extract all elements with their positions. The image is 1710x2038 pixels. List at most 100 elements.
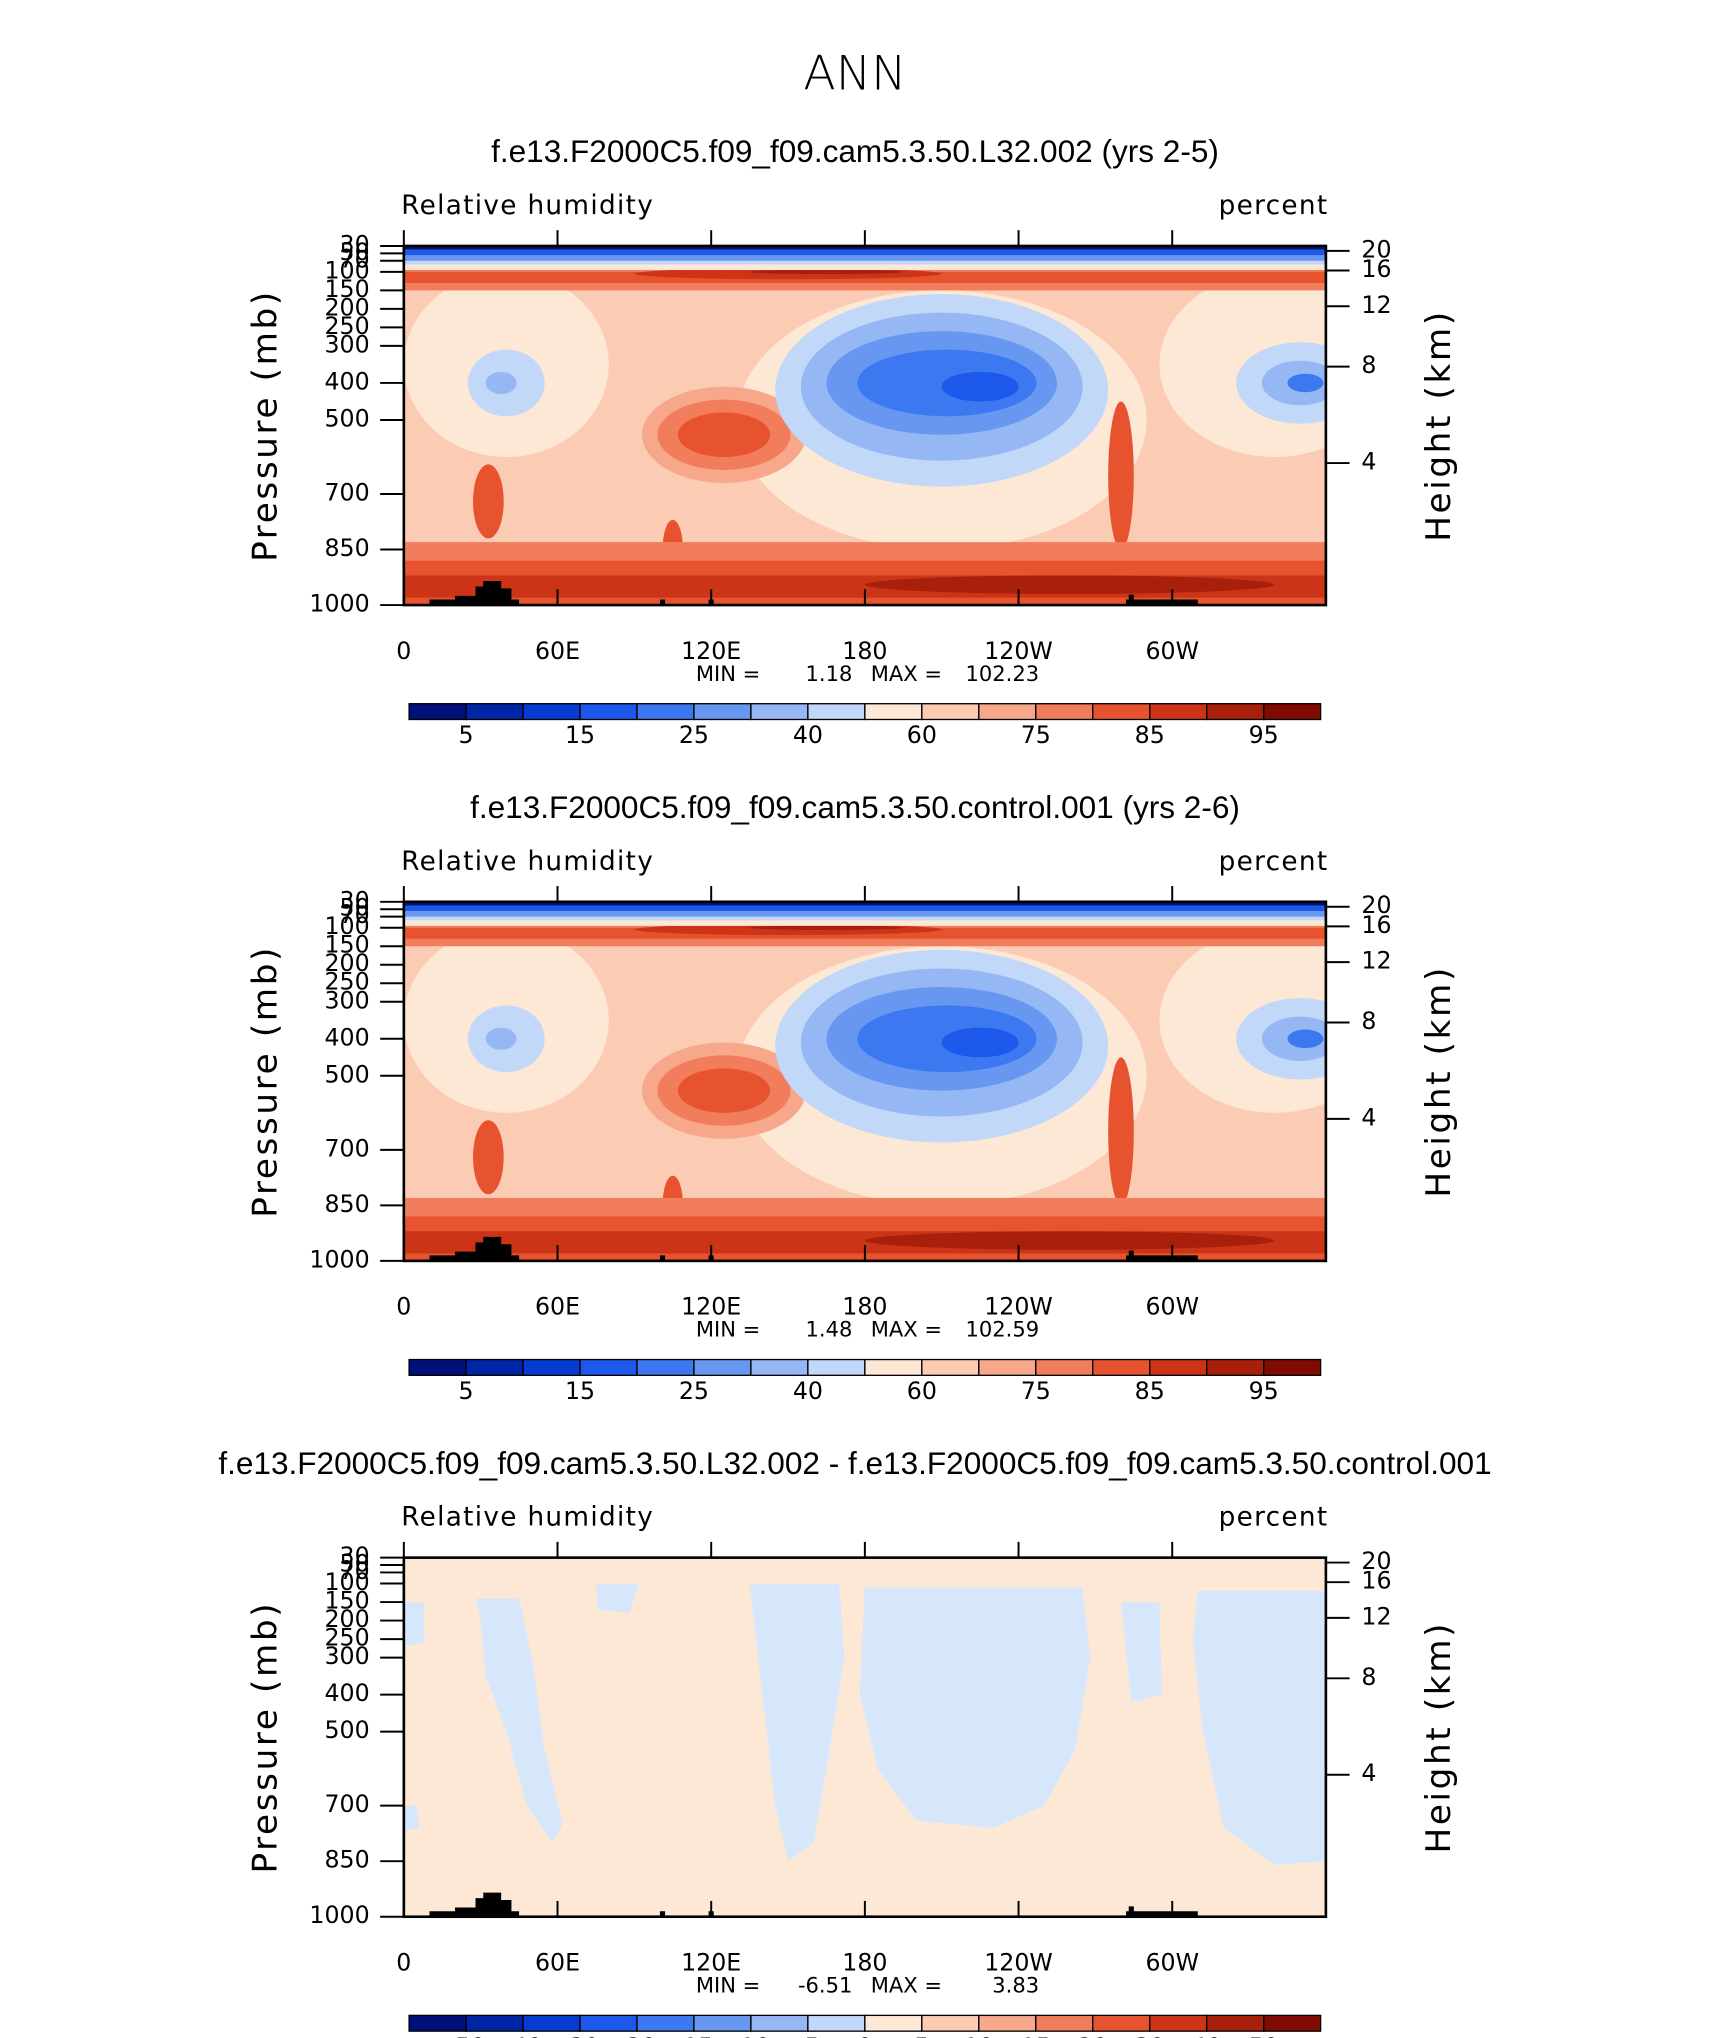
colorbar-box [1206, 1358, 1265, 1376]
min-label: MIN = [696, 1317, 760, 1342]
contour-region [475, 1598, 563, 1843]
panel-title: f.e13.F2000C5.f09_f09.cam5.3.50.control.… [470, 789, 1240, 825]
y2-tick-label: 20 [1361, 891, 1391, 919]
colorbar-box [579, 2014, 638, 2032]
colorbar-label: -20 [618, 2033, 657, 2038]
colorbar-box [1092, 703, 1151, 721]
colorbar-box [750, 703, 809, 721]
x-tick-label: 60E [535, 1949, 580, 1977]
y2-axis-label: Height (km) [1419, 1621, 1459, 1854]
colorbar-box [1206, 2014, 1265, 2032]
contour-region [1287, 1029, 1324, 1049]
x-tick-label: 120E [681, 637, 741, 665]
y2-axis-label: Height (km) [1419, 965, 1459, 1198]
max-label: MAX = [871, 661, 942, 686]
contour-region [1287, 373, 1324, 393]
contour-region [472, 464, 504, 539]
colorbar-box [522, 1358, 581, 1376]
y-tick-label: 400 [324, 1023, 369, 1051]
y-tick-label: 400 [324, 367, 369, 395]
panel-title: f.e13.F2000C5.f09_f09.cam5.3.50.L32.002 … [218, 1445, 1491, 1481]
max-label: MAX = [871, 1972, 942, 1997]
colorbar-box [750, 2014, 809, 2032]
contour-region [749, 269, 904, 275]
colorbar-label: 10 [964, 2033, 994, 2038]
colorbar-label: 15 [565, 721, 595, 749]
x-tick-label: 120W [984, 1293, 1053, 1321]
colorbar-box [579, 703, 638, 721]
colorbar-box [465, 703, 524, 721]
colorbar-label: 75 [1021, 721, 1051, 749]
colorbar-box [1035, 703, 1094, 721]
y-tick-label: 300 [324, 1642, 369, 1670]
y-tick-label: 30 [340, 230, 370, 258]
topography [1126, 1250, 1198, 1261]
max-value: 3.83 [992, 1972, 1039, 1997]
colorbar-label: 30 [1135, 2033, 1165, 2038]
panel-title: f.e13.F2000C5.f09_f09.cam5.3.50.L32.002 … [491, 133, 1219, 169]
colorbar-box [1263, 703, 1322, 721]
y2-tick-label: 20 [1361, 1547, 1391, 1575]
x-tick-label: 120E [681, 1949, 741, 1977]
y-tick-label: 150 [324, 931, 369, 959]
topography [429, 1236, 520, 1261]
colorbar-box [465, 1358, 524, 1376]
colorbar-box [1035, 2014, 1094, 2032]
colorbar-box [1263, 2014, 1322, 2032]
x-tick-label: 180 [842, 1293, 887, 1321]
topography [659, 1911, 666, 1917]
y-tick-label: 500 [324, 1716, 369, 1744]
colorbar-label: 40 [793, 721, 823, 749]
y-tick-label: 50 [340, 238, 370, 266]
colorbar-box [408, 1358, 467, 1376]
contour-region [1120, 1602, 1163, 1703]
colorbar-label: 40 [1192, 2033, 1222, 2038]
x-tick-label: 120E [681, 1293, 741, 1321]
colorbar-label: 15 [1021, 2033, 1051, 2038]
colorbar-box [864, 703, 923, 721]
x-tick-label: 60W [1145, 1949, 1199, 1977]
contour-region [403, 264, 1326, 271]
colorbar-box [978, 1358, 1037, 1376]
y-tick-label: 70 [340, 901, 370, 929]
y2-tick-label: 16 [1361, 255, 1391, 283]
contour-region [403, 249, 1326, 256]
colorbar-box [693, 1358, 752, 1376]
contour-region [403, 901, 1326, 906]
contour-region [1108, 401, 1134, 550]
colorbar-label: 15 [565, 1377, 595, 1405]
x-tick-label: 0 [396, 1949, 411, 1977]
contour-region [749, 925, 904, 930]
y2-tick-label: 12 [1361, 947, 1391, 975]
colorbar-label: -40 [504, 2033, 543, 2038]
colorbar-box [921, 703, 980, 721]
colorbar-box [750, 1358, 809, 1376]
max-label: MAX = [871, 1317, 942, 1342]
colorbar-box [1206, 703, 1265, 721]
colorbar-box [1149, 703, 1208, 721]
topography [659, 599, 666, 606]
contour-region [677, 412, 771, 457]
y-tick-label: 700 [324, 479, 369, 507]
colorbar-label: 5 [459, 1377, 474, 1405]
colorbar-label: 5 [914, 2033, 929, 2038]
colorbar-box [636, 2014, 695, 2032]
y-tick-label: 200 [324, 293, 369, 321]
contour-field [403, 1557, 1326, 1917]
y2-tick-label: 12 [1361, 1602, 1391, 1630]
y-axis-label: Pressure (mb) [246, 289, 286, 562]
right-label: percent [1219, 847, 1329, 877]
contour-region [1108, 1057, 1134, 1206]
contour-region [864, 575, 1275, 594]
colorbar-label: 0 [857, 2033, 872, 2038]
y-tick-label: 100 [324, 912, 369, 940]
colorbar-label: -30 [561, 2033, 600, 2038]
colorbar-box [1092, 1358, 1151, 1376]
y-tick-label: 100 [324, 1568, 369, 1596]
colorbar-label: 85 [1135, 721, 1165, 749]
right-label: percent [1219, 1503, 1329, 1533]
y-tick-label: 250 [324, 312, 369, 340]
topography [1126, 1906, 1198, 1917]
min-label: MIN = [696, 661, 760, 686]
colorbar-label: 25 [679, 1377, 709, 1405]
